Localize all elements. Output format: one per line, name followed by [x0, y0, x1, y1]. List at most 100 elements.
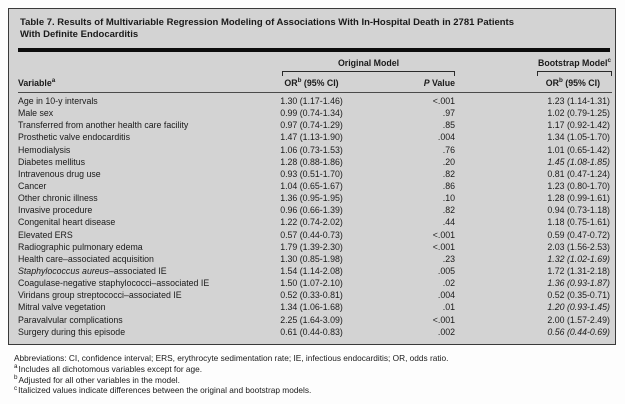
- table-row: Staphylococcus aureus–associated IE 1.54 …: [18, 265, 612, 277]
- spanner-bracket-row: [18, 69, 612, 76]
- variable-column-header: Variablea: [18, 77, 258, 89]
- variable-cell: Coagulase-negative staphylococci–associa…: [18, 277, 258, 289]
- or-column-header: ORb (95% CI): [258, 77, 365, 89]
- or-cell: 1.47 (1.13-1.90): [280, 132, 343, 143]
- table-title-line2: With Definite Endocarditis: [20, 29, 139, 40]
- or-cell: 0.52 (0.33-0.81): [280, 290, 343, 301]
- bootstrap-or-cell: 1.01 (0.65-1.42): [547, 144, 610, 155]
- footnote-b-marker: b: [14, 373, 18, 381]
- bootstrap-or-cell: 1.45 (1.08-1.85): [547, 156, 610, 167]
- or-header-ci: (95% CI): [301, 78, 339, 88]
- variable-label: Invasive procedure: [18, 205, 93, 216]
- footnote-marker-b: b: [558, 77, 563, 85]
- or-cell: 0.99 (0.74-1.34): [280, 108, 343, 119]
- bootstrap-or-cell: 2.03 (1.56-2.53): [547, 241, 610, 252]
- variable-cell: Staphylococcus aureus–associated IE: [18, 265, 258, 277]
- pvalue-cell: .85: [442, 120, 455, 131]
- table-row: Elevated ERS 0.57 (0.44-0.73) <.001 0.59 (0…: [18, 229, 612, 241]
- variable-cell: Invasive procedure: [18, 204, 258, 216]
- pvalue-cell: <.001: [432, 229, 455, 240]
- pvalue-cell: .005: [437, 265, 455, 276]
- footnote-a-text: Includes all dichotomous variables excep…: [18, 363, 203, 374]
- or-cell: 0.57 (0.44-0.73): [280, 229, 343, 240]
- table-row: Male sex 0.99 (0.74-1.34) .97 1.02 (0.79-1.…: [18, 107, 612, 119]
- title-rule: [18, 48, 610, 52]
- pvalue-cell: .10: [442, 193, 455, 204]
- pvalue-cell: .20: [442, 156, 455, 167]
- table-footnotes: Abbreviations: CI, confidence interval; …: [14, 353, 614, 396]
- or-cell: 0.61 (0.44-0.83): [280, 326, 343, 337]
- spanner-bootstrap-model: Bootstrap Modelc: [537, 57, 612, 69]
- footnote-abbreviations: Abbreviations: CI, confidence interval; …: [14, 353, 449, 363]
- variable-label: Male sex: [18, 108, 54, 119]
- variable-label: –associated IE: [108, 265, 167, 276]
- or-cell: 1.34 (1.06-1.68): [280, 302, 343, 313]
- pvalue-cell: .82: [442, 168, 455, 179]
- table-row: Diabetes mellitus 1.28 (0.88-1.86) .20 1.45…: [18, 156, 612, 168]
- pvalue-cell: .44: [442, 217, 455, 228]
- variable-cell: Prosthetic valve endocarditis: [18, 131, 258, 143]
- or-header-label: OR: [284, 78, 298, 88]
- bootstrap-or-cell: 1.18 (0.75-1.61): [547, 217, 610, 228]
- table-row: Radiographic pulmonary edema 1.79 (1.39-2…: [18, 241, 612, 253]
- pvalue-cell: .02: [442, 278, 455, 289]
- variable-italic: Staphylococcus aureus: [18, 265, 109, 276]
- bootstrap-or-cell: 1.32 (1.02-1.69): [547, 253, 610, 264]
- variable-cell: Surgery during this episode: [18, 326, 258, 338]
- pvalue-cell: .76: [442, 144, 455, 155]
- variable-cell: Mitral valve vegetation: [18, 301, 258, 313]
- variable-label: Other chronic illness: [18, 193, 98, 204]
- bootstrap-or-cell: 0.94 (0.73-1.18): [547, 205, 610, 216]
- bootstrap-or-cell: 1.02 (0.79-1.25): [547, 108, 610, 119]
- variable-label: Radiographic pulmonary edema: [18, 241, 143, 252]
- footnote-a: aIncludes all dichotomous variables exce…: [14, 363, 614, 375]
- or-cell: 1.30 (0.85-1.98): [280, 253, 343, 264]
- table-row: Intravenous drug use 0.93 (0.51-1.70) .82 0…: [18, 168, 612, 180]
- or-cell: 0.96 (0.66-1.39): [280, 205, 343, 216]
- variable-cell: Radiographic pulmonary edema: [18, 241, 258, 253]
- variable-label: Diabetes mellitus: [18, 156, 85, 167]
- table-row: Invasive procedure 0.96 (0.66-1.39) .82 0.9…: [18, 204, 612, 216]
- pvalue-cell: .97: [442, 108, 455, 119]
- footnote-marker-c: c: [607, 57, 611, 65]
- table-row: Transferred from another health care fac…: [18, 119, 612, 131]
- variable-cell: Age in 10-y intervals: [18, 95, 258, 107]
- footnote-b-text: Adjusted for all other variables in the …: [18, 374, 180, 385]
- pvalue-cell: .004: [437, 290, 455, 301]
- or-cell: 1.28 (0.88-1.86): [280, 156, 343, 167]
- or-cell: 1.22 (0.74-2.02): [280, 217, 343, 228]
- variable-label: Health care–associated acquisition: [18, 253, 154, 264]
- variable-cell: Cancer: [18, 180, 258, 192]
- or-cell: 1.54 (1.14-2.08): [280, 265, 343, 276]
- pvalue-cell: .86: [442, 180, 455, 191]
- bootstrap-or-cell: 1.28 (0.99-1.61): [547, 193, 610, 204]
- variable-label: Hemodialysis: [18, 144, 71, 155]
- or-cell: 1.30 (1.17-1.46): [280, 95, 343, 106]
- variable-label: Mitral valve vegetation: [18, 302, 106, 313]
- or-cell: 1.06 (0.73-1.53): [280, 144, 343, 155]
- pvalue-cell: .01: [442, 302, 455, 313]
- pvalue-cell: .004: [437, 132, 455, 143]
- table-row: Cancer 1.04 (0.65-1.67) .86 1.23 (0.80-1.70…: [18, 180, 612, 192]
- bootstrap-or-cell: 1.17 (0.92-1.42): [547, 120, 610, 131]
- table-row: Hemodialysis 1.06 (0.73-1.53) .76 1.01 (0.6…: [18, 144, 612, 156]
- pvalue-cell: <.001: [432, 314, 455, 325]
- or-cell: 1.04 (0.65-1.67): [280, 180, 343, 191]
- variable-cell: Transferred from another health care fac…: [18, 119, 258, 131]
- variable-cell: Intravenous drug use: [18, 168, 258, 180]
- bootstrap-or-header-ci: (95% CI): [562, 78, 600, 88]
- variable-cell: Viridans group streptococci–associated I…: [18, 289, 258, 301]
- variable-label: Coagulase-negative staphylococci–associa…: [18, 278, 210, 289]
- table-row: Paravalvular complications 2.25 (1.64-3.0…: [18, 314, 612, 326]
- or-cell: 1.79 (1.39-2.30): [280, 241, 343, 252]
- bootstrap-or-cell: 0.81 (0.47-1.24): [547, 168, 610, 179]
- table-row: Health care–associated acquisition 1.30 (…: [18, 253, 612, 265]
- table-row: Viridans group streptococci–associated I…: [18, 289, 612, 301]
- footnote-a-marker: a: [14, 363, 18, 371]
- variable-label: Prosthetic valve endocarditis: [18, 132, 130, 143]
- variable-label: Cancer: [18, 180, 47, 191]
- table-row: Coagulase-negative staphylococci–associa…: [18, 277, 612, 289]
- pvalue-column-header: P Value: [365, 78, 455, 89]
- variable-label: Congenital heart disease: [18, 217, 116, 228]
- footnote-marker-b: b: [297, 77, 302, 85]
